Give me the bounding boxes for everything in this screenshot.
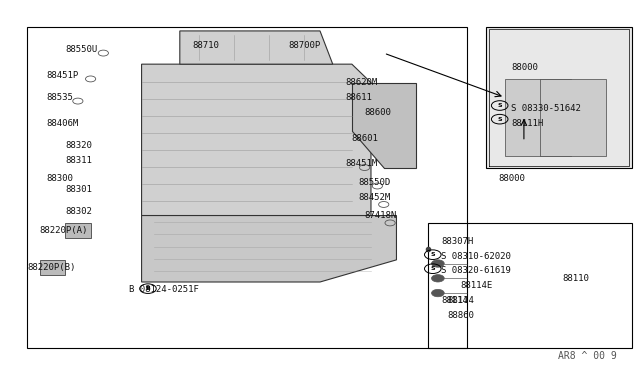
Text: S: S <box>497 103 502 108</box>
Text: 88535: 88535 <box>46 93 73 102</box>
Text: 88710: 88710 <box>193 41 220 50</box>
Bar <box>486 27 632 167</box>
Polygon shape <box>141 215 396 282</box>
Text: 88301: 88301 <box>65 185 92 194</box>
Text: 88451M: 88451M <box>346 159 378 169</box>
Text: 88300: 88300 <box>46 174 73 183</box>
Text: 88550U: 88550U <box>65 45 97 54</box>
Text: 88406M: 88406M <box>46 119 78 128</box>
Text: 88302: 88302 <box>65 207 92 217</box>
Text: S: S <box>431 252 435 257</box>
Text: 88000: 88000 <box>499 174 525 183</box>
Bar <box>540 79 606 157</box>
Text: 88452M: 88452M <box>358 193 390 202</box>
Bar <box>65 223 91 238</box>
Bar <box>505 79 571 157</box>
Text: S: S <box>431 266 435 271</box>
Text: B: B <box>145 286 150 291</box>
Bar <box>428 223 632 349</box>
Bar <box>40 260 65 275</box>
Text: 88860: 88860 <box>447 311 474 320</box>
Text: 88220P(B): 88220P(B) <box>27 263 76 272</box>
Text: 88550D: 88550D <box>358 178 390 187</box>
Text: S 08310-62020: S 08310-62020 <box>441 251 511 261</box>
Polygon shape <box>180 31 333 64</box>
Polygon shape <box>352 83 415 167</box>
Text: S 08320-61619: S 08320-61619 <box>441 266 511 275</box>
Bar <box>27 27 467 349</box>
Text: 88320: 88320 <box>65 141 92 150</box>
Text: 88110: 88110 <box>562 274 589 283</box>
Text: 88611: 88611 <box>346 93 372 102</box>
Text: S: S <box>497 117 502 122</box>
Text: 88111H: 88111H <box>511 119 543 128</box>
Text: 88600: 88600 <box>365 108 392 117</box>
Text: 88114: 88114 <box>441 296 468 305</box>
Circle shape <box>431 260 444 267</box>
Text: 88307H: 88307H <box>441 237 474 246</box>
Circle shape <box>431 289 444 297</box>
Text: 88114: 88114 <box>447 296 474 305</box>
Text: 88620M: 88620M <box>346 78 378 87</box>
Polygon shape <box>141 64 371 215</box>
Text: 88220P(A): 88220P(A) <box>40 226 88 235</box>
Text: 88700P: 88700P <box>288 41 321 50</box>
Text: AR8 ^ 00 9: AR8 ^ 00 9 <box>558 351 617 361</box>
Text: B 08124-0251F: B 08124-0251F <box>129 285 198 294</box>
Circle shape <box>431 275 444 282</box>
Text: 88000: 88000 <box>511 63 538 72</box>
Text: 88451P: 88451P <box>46 71 78 80</box>
Text: 88601: 88601 <box>352 134 379 142</box>
Text: 88114E: 88114E <box>460 281 492 290</box>
Text: S 08330-51642: S 08330-51642 <box>511 104 581 113</box>
Text: 88311: 88311 <box>65 155 92 165</box>
Text: 87418N: 87418N <box>365 211 397 220</box>
